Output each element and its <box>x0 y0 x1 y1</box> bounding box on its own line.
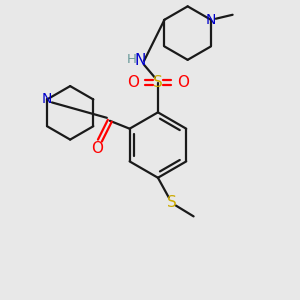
Text: H: H <box>127 53 137 66</box>
Text: O: O <box>177 75 189 90</box>
Text: N: N <box>42 92 52 106</box>
Text: N: N <box>206 13 216 27</box>
Text: O: O <box>127 75 139 90</box>
Text: S: S <box>153 75 163 90</box>
Text: O: O <box>91 141 103 156</box>
Text: S: S <box>167 195 177 210</box>
Text: N: N <box>134 53 146 68</box>
